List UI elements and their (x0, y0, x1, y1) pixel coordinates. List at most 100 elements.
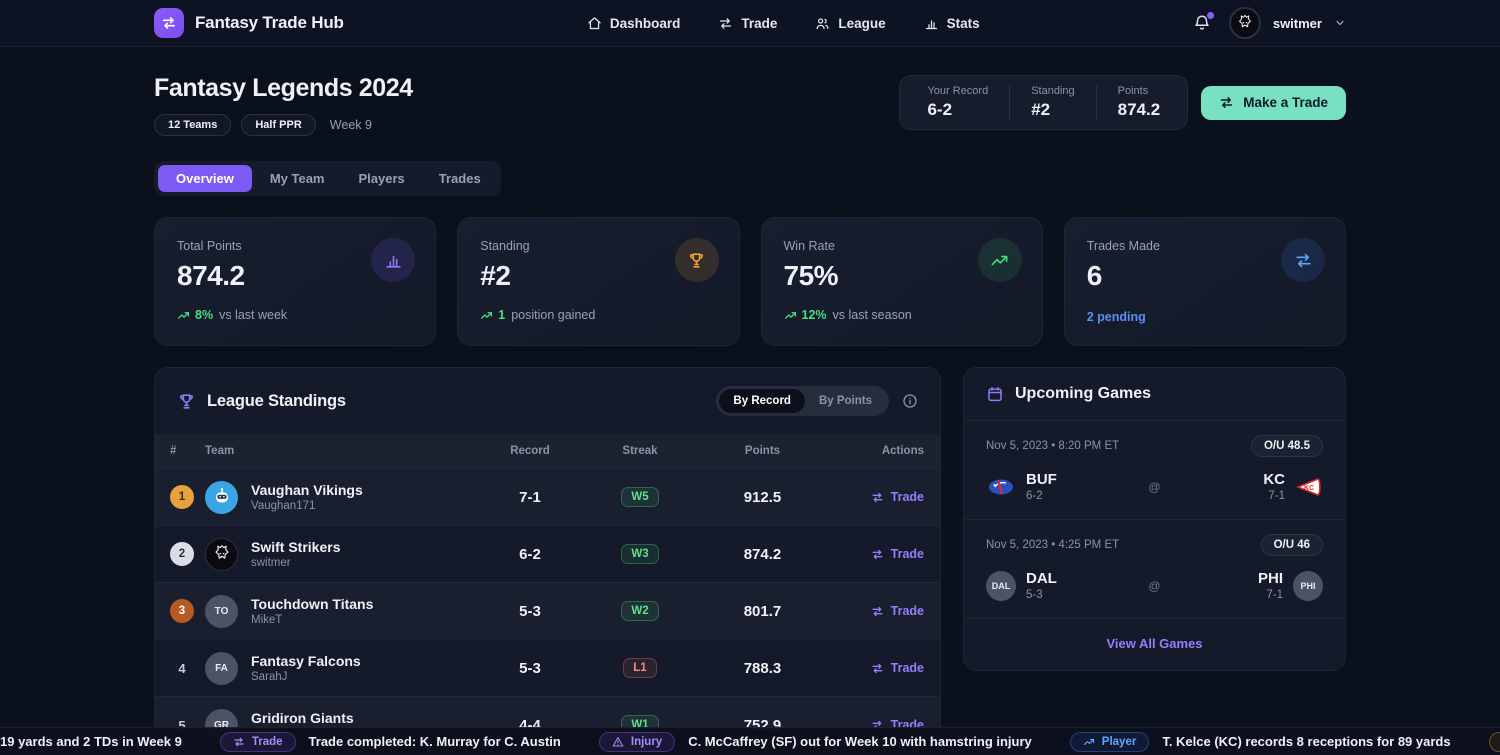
points-stat: Points 874.2 (1095, 85, 1182, 120)
info-icon[interactable] (902, 393, 918, 409)
points-cell: 874.2 (743, 545, 782, 563)
game-card[interactable]: Nov 5, 2023 • 4:25 PM ET O/U 46 DAL DAL … (964, 520, 1345, 619)
trade-link-label: Trade (890, 547, 924, 561)
team-owner: switmer (251, 557, 291, 569)
team-avatar-robot (205, 480, 238, 514)
calendar-icon (986, 385, 1004, 403)
team-record: 5-3 (1026, 589, 1043, 601)
trade-link-label: Trade (890, 490, 924, 504)
user-menu[interactable]: switmer (1228, 7, 1346, 39)
make-a-trade-button[interactable]: Make a Trade (1201, 85, 1346, 120)
trade-link[interactable]: Trade (871, 490, 924, 504)
scoring-badge: Half PPR (241, 114, 316, 136)
league-standings-panel: League Standings By Record By Points # T… (154, 367, 941, 755)
delta-suffix: vs last season (832, 308, 912, 322)
table-row[interactable]: 1 Vaughan Vikings Vaughan171 7-1 W5 912.… (155, 468, 940, 525)
your-record-stat: Your Record 6-2 (906, 85, 1009, 120)
panel-title: Upcoming Games (1015, 385, 1152, 402)
game-datetime: Nov 5, 2023 • 4:25 PM ET (986, 539, 1120, 551)
top-navigation: Dashboard Trade League Stats (557, 16, 980, 31)
record-cell: 7-1 (519, 488, 541, 506)
delta-value: 8% (195, 308, 214, 322)
trade-link[interactable]: Trade (871, 547, 924, 561)
stat-label: Standing (1031, 85, 1075, 97)
page-title: Fantasy Legends 2024 (154, 74, 413, 102)
standing-card: Standing #2 1 position gained (457, 217, 740, 346)
team-owner: SarahJ (251, 671, 288, 683)
card-label: Trades Made (1086, 239, 1160, 253)
stat-label: Your Record (927, 85, 989, 97)
notifications-bell-icon[interactable] (1193, 12, 1214, 32)
nav-trade[interactable]: Trade (718, 16, 777, 31)
trade-link-label: Trade (890, 604, 924, 618)
swap-icon (1219, 95, 1234, 110)
column-points: Points (744, 445, 781, 457)
team-owner: Vaughan171 (251, 500, 316, 512)
home-team: PHI 7-1 PHI (1203, 570, 1323, 601)
total-points-card: Total Points 874.2 8% vs last week (154, 217, 437, 346)
card-value: 874.2 (177, 260, 245, 291)
stats-grid: Total Points 874.2 8% vs last week Stand… (154, 217, 1346, 346)
team-name: Fantasy Falcons (251, 653, 361, 669)
nav-league[interactable]: League (815, 16, 886, 31)
team-abbr: KC (1263, 471, 1285, 488)
column-actions: Actions (881, 445, 924, 457)
tab-overview[interactable]: Overview (158, 165, 252, 192)
player-badge: Player (1069, 731, 1150, 752)
table-row[interactable]: 3 TO Touchdown Titans MikeT 5-3 W2 801.7… (155, 582, 940, 639)
home-team: KC 7-1 KC (1203, 471, 1323, 502)
warning-icon (612, 736, 624, 748)
card-label: Win Rate (783, 239, 835, 253)
button-label: Make a Trade (1243, 95, 1328, 110)
ticker-text: 19 yards and 2 TDs in Week 9 (0, 734, 182, 749)
pending-trades-link[interactable]: 2 pending (1086, 310, 1146, 324)
streak-badge: W3 (621, 544, 659, 564)
ticker-item: 19 yards and 2 TDs in Week 9 (0, 734, 182, 749)
table-row[interactable]: 4 FA Fantasy Falcons SarahJ 5-3 L1 788.3… (155, 639, 940, 696)
game-card[interactable]: Nov 5, 2023 • 8:20 PM ET O/U 48.5 BUF 6-… (964, 421, 1345, 520)
delta-suffix: position gained (511, 308, 596, 322)
toggle-by-points[interactable]: By Points (818, 395, 872, 407)
tab-my-team[interactable]: My Team (269, 171, 325, 186)
team-record: 7-1 (1266, 589, 1283, 601)
brand[interactable]: Fantasy Trade Hub (154, 8, 344, 38)
points-cell: 801.7 (743, 602, 782, 620)
nav-stats[interactable]: Stats (924, 16, 980, 31)
trophy-icon (674, 238, 719, 282)
stat-value: #2 (1031, 100, 1051, 119)
trade-link[interactable]: Trade (871, 661, 924, 675)
trend-up-icon (784, 309, 797, 322)
at-symbol: @ (1148, 479, 1161, 494)
team-record: 6-2 (1026, 490, 1043, 502)
notification-dot (1206, 12, 1214, 19)
swap-icon (871, 605, 884, 618)
swap-icon (1281, 238, 1325, 282)
view-all-games-link[interactable]: View All Games (1106, 636, 1203, 651)
nav-dashboard[interactable]: Dashboard (587, 16, 680, 31)
tab-trades[interactable]: Trades (438, 171, 481, 186)
tab-players[interactable]: Players (358, 171, 405, 186)
bar-chart-icon (371, 238, 416, 282)
team-abbr: BUF (1026, 471, 1057, 488)
teams-badge: 12 Teams (154, 114, 232, 136)
column-rank: # (170, 445, 177, 457)
card-value: 75% (783, 260, 839, 291)
delta-up: 1 (480, 308, 505, 322)
away-team: DAL DAL 5-3 (986, 570, 1106, 601)
team-record: 7-1 (1268, 490, 1285, 502)
record-cell: 5-3 (519, 602, 541, 620)
trend-up-icon (977, 238, 1022, 282)
record-summary-card: Your Record 6-2 Standing #2 Points 874.2 (899, 75, 1189, 130)
toggle-by-record[interactable]: By Record (719, 389, 805, 413)
streak-badge: W5 (621, 487, 659, 507)
ticker-item: Injury C. McCaffrey (SF) out for Week 10… (598, 731, 1032, 752)
table-row[interactable]: 2 Swift Strikers switmer 6-2 W3 874.2 (155, 525, 940, 582)
league-hero: Fantasy Legends 2024 12 Teams Half PPR W… (154, 74, 1346, 136)
team-avatar-mascot (205, 537, 238, 571)
badge-label: Injury (630, 735, 663, 748)
trade-link[interactable]: Trade (871, 604, 924, 618)
rank-badge: 4 (178, 660, 186, 676)
record-cell: 5-3 (519, 659, 541, 677)
league-meta: 12 Teams Half PPR Week 9 (154, 114, 413, 136)
home-icon (587, 16, 602, 31)
